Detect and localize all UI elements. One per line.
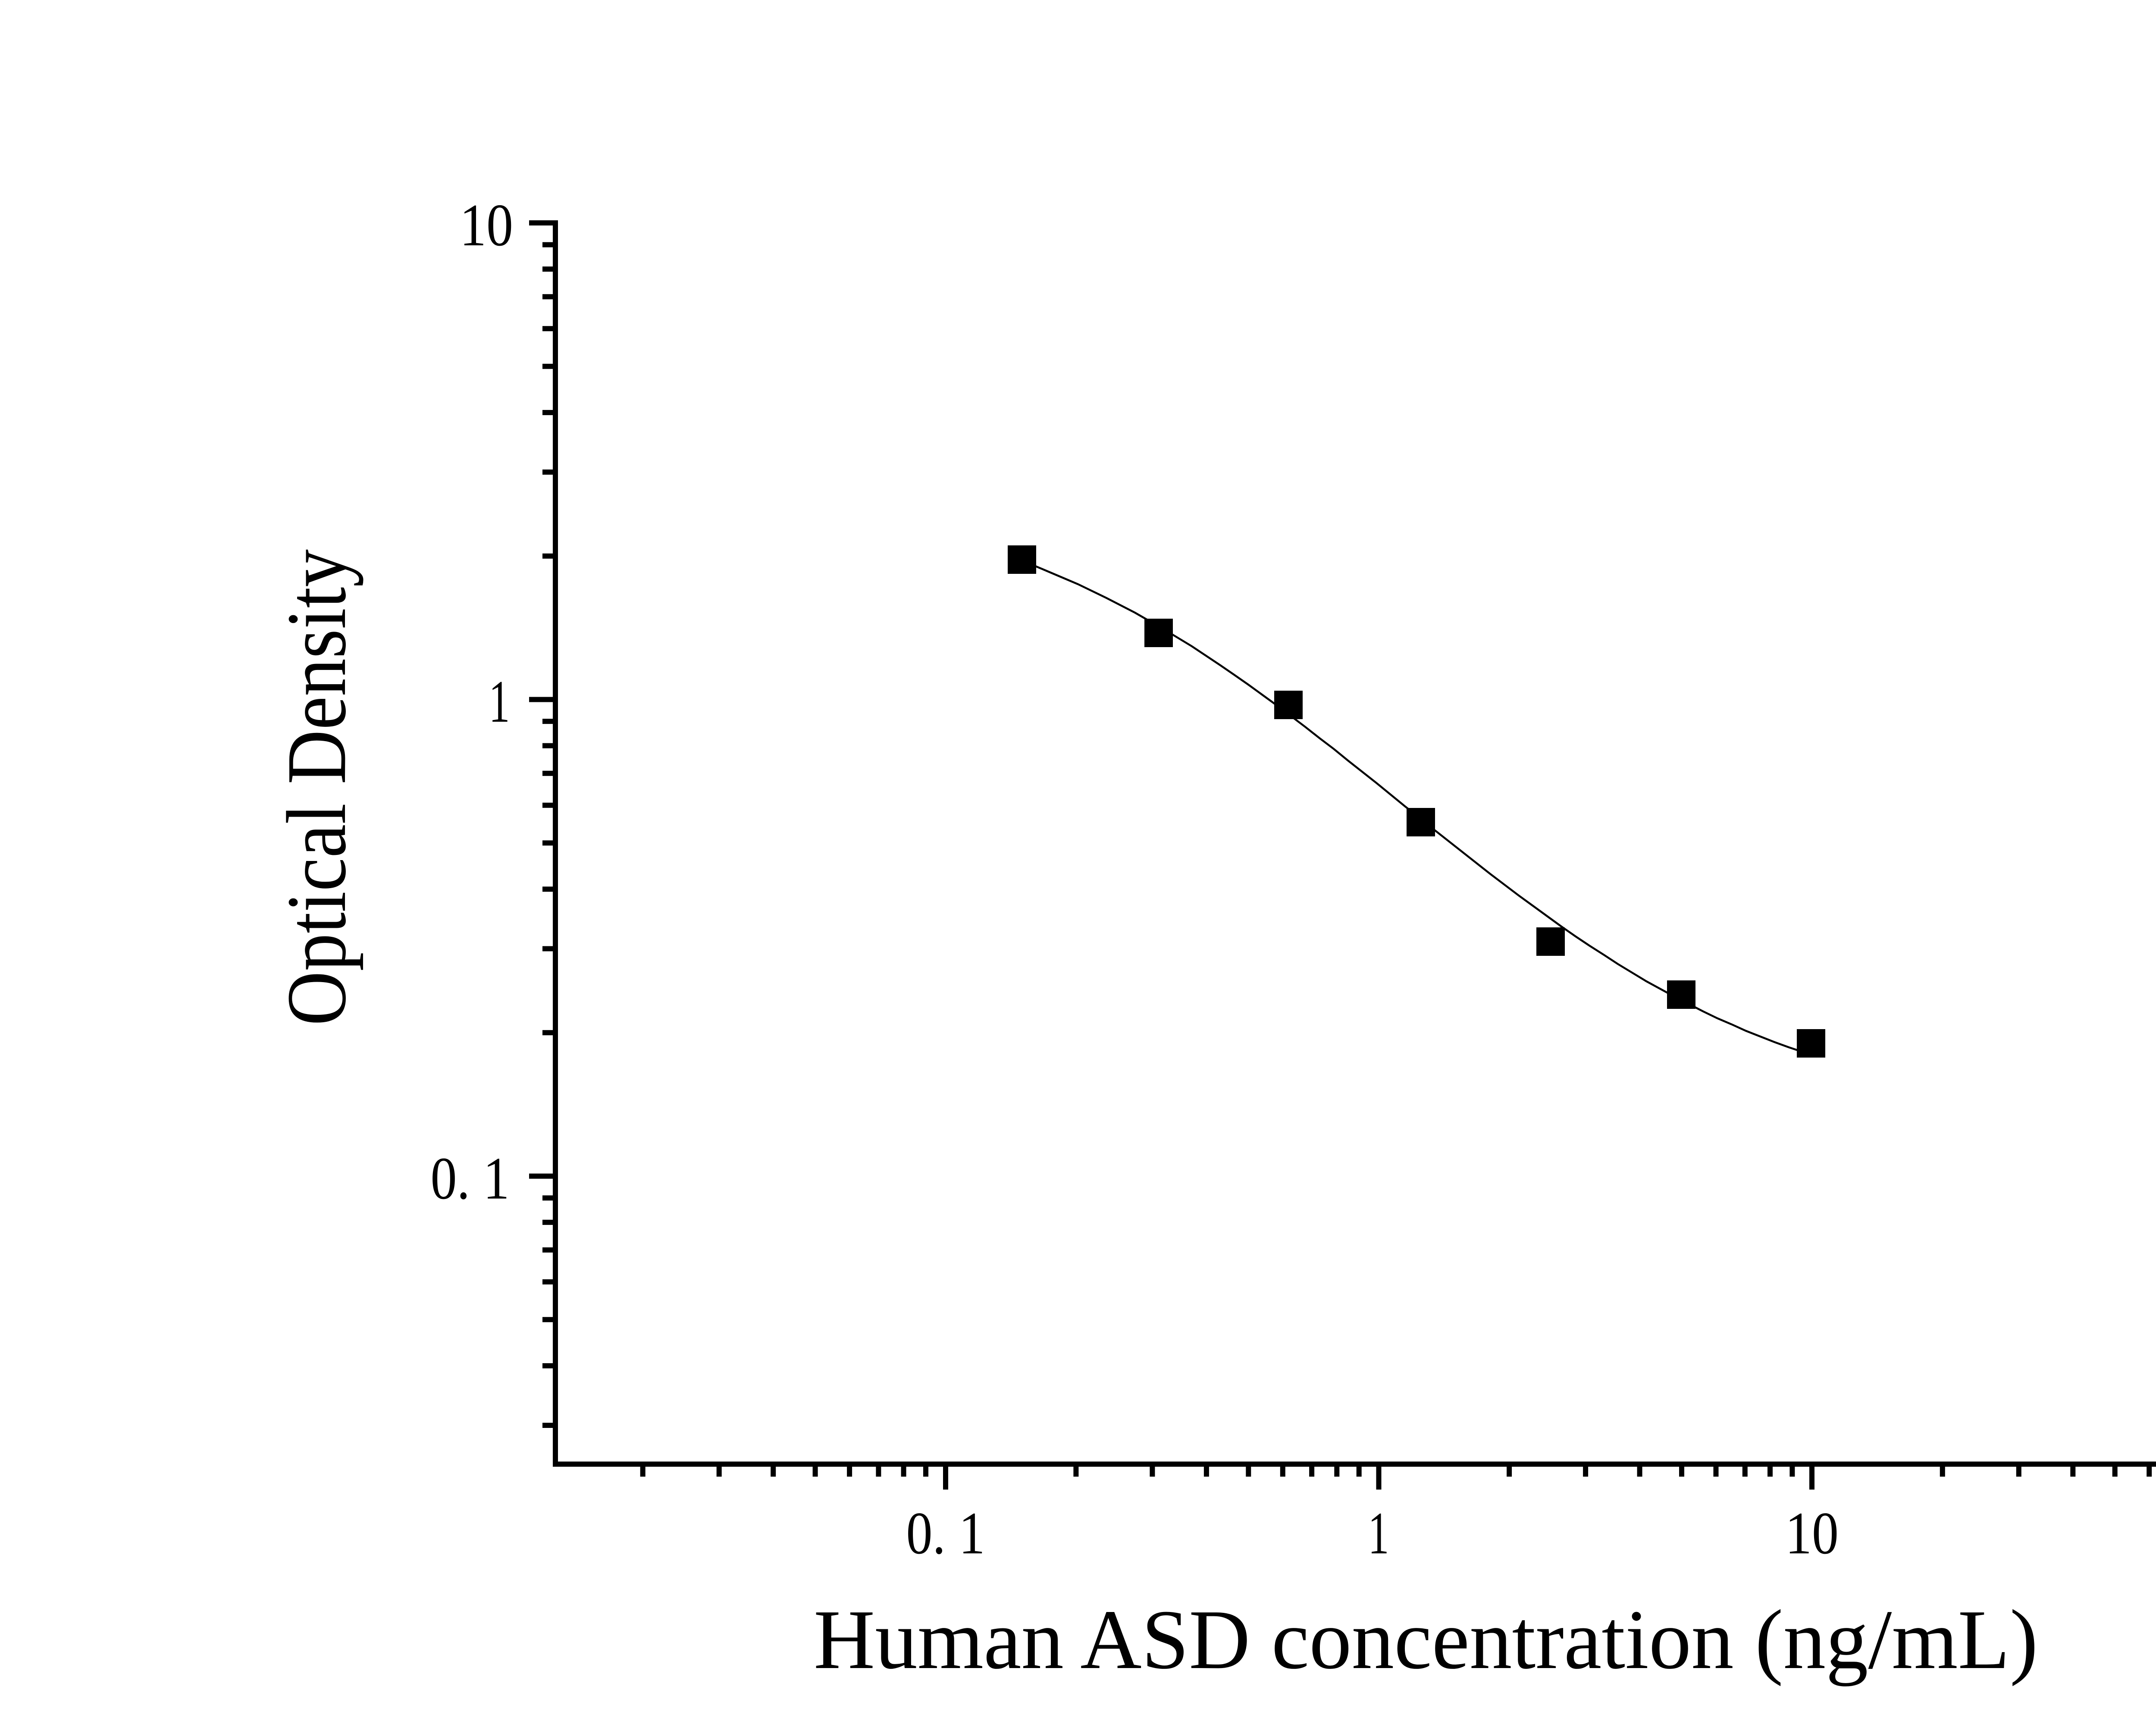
svg-text:10: 10 [1785, 1500, 1839, 1567]
svg-text:10: 10 [460, 192, 513, 259]
svg-text:1: 1 [1368, 1500, 1389, 1567]
svg-text:0. 1: 0. 1 [431, 1145, 510, 1212]
svg-text:Human ASD concentration (ng/mL: Human ASD concentration (ng/mL) [814, 1592, 2038, 1687]
svg-text:0. 1: 0. 1 [906, 1500, 985, 1567]
svg-text:1: 1 [489, 668, 510, 735]
svg-text:Optical Density: Optical Density [269, 549, 364, 1026]
